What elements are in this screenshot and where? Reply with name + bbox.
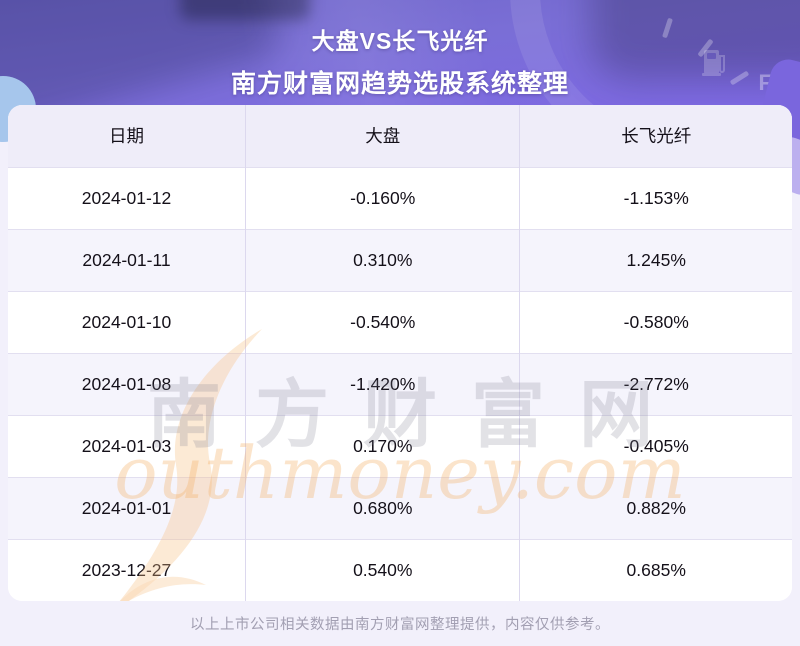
- column-header-date: 日期: [8, 105, 247, 167]
- stock-cell: 0.685%: [626, 559, 686, 580]
- stock-cell: -0.580%: [623, 311, 689, 332]
- date-cell: 2023-12-27: [8, 539, 247, 601]
- market-cell: -0.540%: [245, 291, 521, 353]
- date-cell: 2024-01-03: [8, 415, 247, 477]
- market-cell: 0.540%: [245, 539, 521, 601]
- date-cell: 2024-01-12: [8, 167, 247, 229]
- date-cell: 2024-01-10: [8, 291, 247, 353]
- market-cell: -0.160%: [245, 167, 521, 229]
- table-row: 2024-01-12 -0.160% -1.153%: [8, 167, 792, 229]
- column-header-stock: 长飞光纤: [621, 126, 692, 147]
- table-row: 2024-01-01 0.680% 0.882%: [8, 477, 792, 539]
- date-cell: 2024-01-08: [8, 353, 247, 415]
- footer-disclaimer: 以上上市公司相关数据由南方财富网整理提供，内容仅供参考。: [190, 617, 610, 633]
- table-row: 2024-01-08 -1.420% -2.772%: [8, 353, 792, 415]
- date-cell: 2024-01-01: [8, 477, 247, 539]
- table-header-row: 日期 大盘 长飞光纤: [8, 105, 792, 167]
- table-row: 2024-01-11 0.310% 1.245%: [8, 229, 792, 291]
- page-title: 大盘VS长飞光纤: [311, 28, 489, 54]
- market-cell: 0.170%: [245, 415, 521, 477]
- data-card: 日期 大盘 长飞光纤 2024-01-12 -0.160% -1.153% 20…: [8, 105, 792, 601]
- stock-cell: -2.772%: [623, 373, 689, 394]
- market-cell: -1.420%: [245, 353, 521, 415]
- table-row: 2024-01-10 -0.540% -0.580%: [8, 291, 792, 353]
- table-row: 2023-12-27 0.540% 0.685%: [8, 539, 792, 601]
- stock-cell: -1.153%: [623, 187, 689, 208]
- market-cell: 0.310%: [245, 229, 521, 291]
- comparison-table: 日期 大盘 长飞光纤 2024-01-12 -0.160% -1.153% 20…: [8, 105, 792, 601]
- market-cell: 0.680%: [245, 477, 521, 539]
- stock-cell: 0.882%: [626, 497, 686, 518]
- hero-banner: F 大盘VS长飞光纤 南方财富网趋势选股系统整理: [0, 0, 800, 105]
- stock-cell: -0.405%: [623, 435, 689, 456]
- page-subtitle: 南方财富网趋势选股系统整理: [230, 70, 569, 98]
- column-header-market: 大盘: [245, 105, 521, 167]
- date-cell: 2024-01-11: [8, 229, 247, 291]
- table-row: 2024-01-03 0.170% -0.405%: [8, 415, 792, 477]
- footer: 以上上市公司相关数据由南方财富网整理提供，内容仅供参考。: [0, 601, 800, 646]
- stock-cell: 1.245%: [626, 249, 686, 270]
